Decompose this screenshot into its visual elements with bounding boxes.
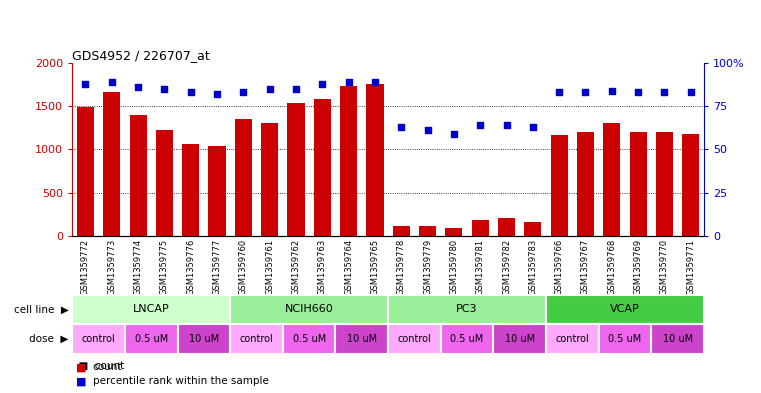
Point (132, 84, 144, 90)
Bar (288, 103, 304, 236)
Bar (388, 324, 441, 354)
Text: control: control (397, 334, 431, 344)
Bar (103, 92, 120, 236)
Bar (441, 324, 493, 354)
Bar (129, 115, 147, 236)
Bar (388, 295, 546, 324)
Point (106, 79, 118, 85)
Bar (231, 295, 388, 324)
Text: GDS4952 / 226707_at: GDS4952 / 226707_at (72, 49, 210, 62)
Bar (261, 123, 279, 236)
Bar (125, 324, 177, 354)
Point (317, 81, 329, 87)
Bar (182, 144, 199, 236)
Bar (340, 86, 357, 236)
Text: cell line  ▶: cell line ▶ (14, 305, 68, 314)
Point (553, 89, 565, 95)
Point (395, 124, 407, 130)
Point (501, 122, 513, 128)
Point (685, 89, 697, 95)
Bar (472, 220, 489, 236)
Text: LNCAP: LNCAP (133, 305, 170, 314)
Bar (283, 324, 336, 354)
Text: 10 uM: 10 uM (663, 334, 693, 344)
Point (474, 122, 486, 128)
Bar (577, 132, 594, 236)
Text: count: count (93, 362, 123, 373)
Bar (72, 324, 125, 354)
Bar (445, 228, 463, 236)
Bar (524, 222, 541, 236)
Point (79, 81, 91, 87)
Text: 0.5 uM: 0.5 uM (292, 334, 326, 344)
Text: PC3: PC3 (457, 305, 478, 314)
Point (527, 124, 539, 130)
Bar (336, 324, 388, 354)
Bar (393, 226, 410, 236)
Point (606, 87, 618, 94)
Bar (156, 130, 173, 236)
Bar (493, 324, 546, 354)
Text: dose  ▶: dose ▶ (29, 334, 68, 344)
Bar (682, 134, 699, 236)
Bar (235, 119, 252, 236)
Point (632, 89, 645, 95)
Bar (656, 132, 673, 236)
Text: 0.5 uM: 0.5 uM (135, 334, 168, 344)
Point (658, 89, 670, 95)
Text: ■: ■ (76, 376, 87, 386)
Bar (366, 84, 384, 236)
Bar (314, 99, 331, 236)
Point (447, 130, 460, 137)
Bar (77, 107, 94, 236)
Bar (546, 295, 704, 324)
Bar (603, 123, 620, 236)
Point (158, 86, 170, 92)
Text: percentile rank within the sample: percentile rank within the sample (93, 376, 269, 386)
Point (185, 89, 197, 95)
Text: 0.5 uM: 0.5 uM (451, 334, 484, 344)
Text: NCIH660: NCIH660 (285, 305, 333, 314)
Bar (419, 226, 436, 236)
Text: 10 uM: 10 uM (189, 334, 219, 344)
Bar (209, 146, 225, 236)
Bar (599, 324, 651, 354)
Bar (546, 324, 599, 354)
Bar (177, 324, 230, 354)
Point (342, 79, 355, 85)
Text: ■  count: ■ count (72, 362, 125, 371)
Text: 10 uM: 10 uM (347, 334, 377, 344)
Text: 10 uM: 10 uM (505, 334, 535, 344)
Point (211, 91, 223, 97)
Point (237, 89, 250, 95)
Bar (72, 295, 231, 324)
Point (290, 86, 302, 92)
Point (369, 79, 381, 85)
Bar (551, 135, 568, 236)
Point (579, 89, 591, 95)
Text: control: control (556, 334, 589, 344)
Text: control: control (81, 334, 116, 344)
Bar (651, 324, 704, 354)
Text: ■: ■ (76, 362, 87, 373)
Text: VCAP: VCAP (610, 305, 640, 314)
Bar (231, 324, 283, 354)
Bar (629, 132, 647, 236)
Text: control: control (240, 334, 273, 344)
Point (263, 86, 275, 92)
Text: 0.5 uM: 0.5 uM (608, 334, 642, 344)
Bar (498, 218, 515, 236)
Point (422, 127, 434, 134)
